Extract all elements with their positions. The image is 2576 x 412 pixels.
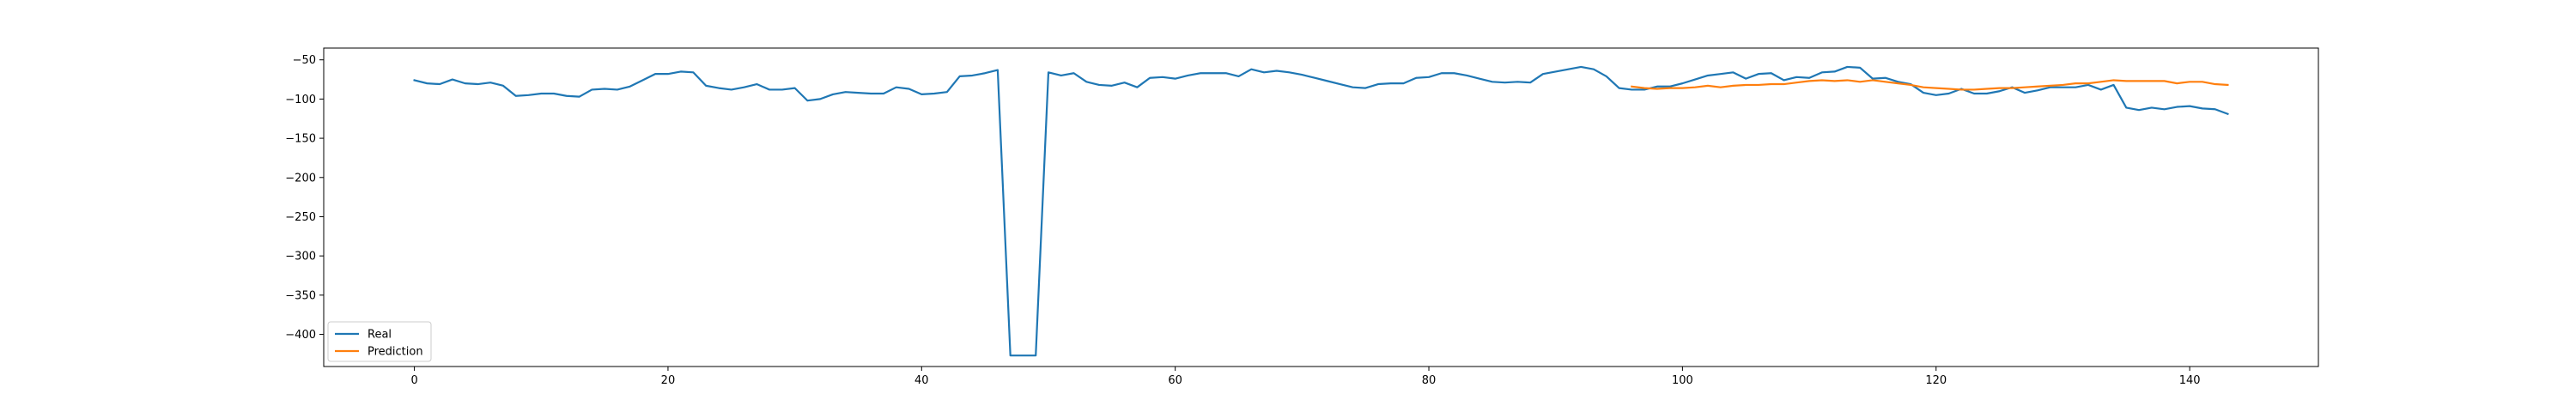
legend-label-prediction: Prediction: [368, 346, 423, 359]
plot-area: [323, 47, 2319, 367]
x-tick-label: 120: [1925, 374, 1947, 387]
y-tick-label: −400: [285, 329, 316, 342]
x-tick-label: 80: [1422, 374, 1437, 387]
series-layer: [413, 65, 2229, 357]
series-line-real: [413, 65, 2229, 357]
x-tick-label: 140: [2179, 374, 2201, 387]
x-axis: 0 20 40 60 80 100 120 140: [410, 367, 2201, 387]
x-tick-label: 0: [410, 374, 417, 387]
y-tick-label: −350: [285, 289, 316, 302]
y-tick-label: −50: [293, 54, 316, 67]
legend: Real Prediction: [327, 321, 432, 362]
y-tick-label: −200: [285, 172, 316, 185]
series-line-prediction: [1631, 79, 2229, 91]
legend-label-real: Real: [368, 329, 392, 342]
x-tick-label: 20: [661, 374, 676, 387]
y-axis: −400 −350 −300 −250 −200 −150 −100 −50: [285, 54, 324, 342]
y-tick-label: −100: [285, 94, 316, 106]
y-tick-label: −300: [285, 251, 316, 264]
x-tick-label: 60: [1168, 374, 1182, 387]
axes-frame: [323, 47, 2319, 367]
x-tick-label: 100: [1672, 374, 1693, 387]
y-tick-label: −150: [285, 133, 316, 146]
y-tick-label: −250: [285, 211, 316, 224]
x-tick-label: 40: [914, 374, 929, 387]
